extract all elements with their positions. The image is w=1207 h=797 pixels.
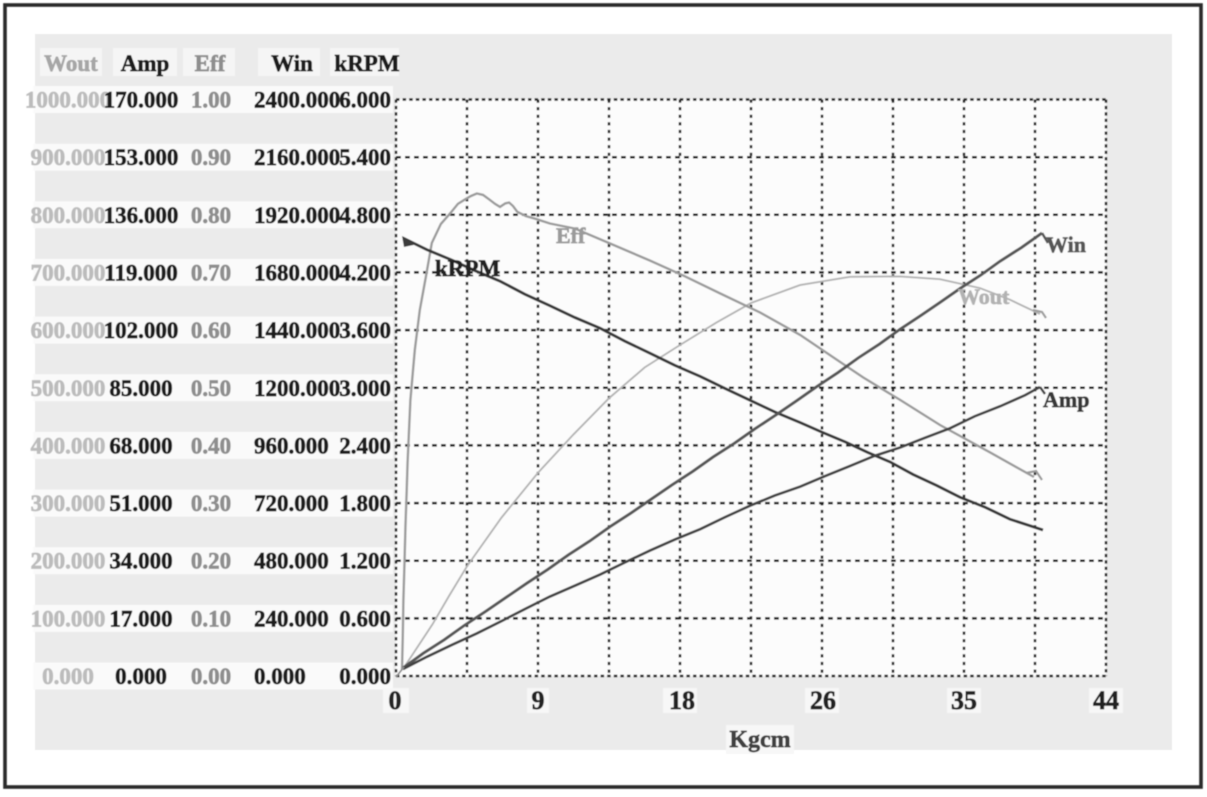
- svg-text:1680.000: 1680.000: [254, 260, 340, 285]
- svg-text:1.200: 1.200: [339, 549, 391, 574]
- svg-text:3.600: 3.600: [339, 318, 391, 343]
- svg-text:35: 35: [951, 686, 977, 715]
- svg-text:Eff: Eff: [556, 223, 586, 248]
- svg-text:720.000: 720.000: [254, 491, 329, 516]
- svg-text:9: 9: [532, 686, 545, 715]
- svg-text:240.000: 240.000: [254, 606, 329, 631]
- svg-text:1.00: 1.00: [191, 88, 231, 113]
- svg-text:0: 0: [389, 686, 402, 715]
- svg-text:2400.000: 2400.000: [254, 88, 340, 113]
- svg-text:34.000: 34.000: [109, 549, 172, 574]
- svg-text:0.80: 0.80: [191, 203, 231, 228]
- svg-text:17.000: 17.000: [109, 606, 172, 631]
- svg-text:0.40: 0.40: [191, 433, 231, 458]
- svg-text:44: 44: [1093, 686, 1119, 715]
- svg-text:1440.000: 1440.000: [254, 318, 340, 343]
- svg-text:1000.000: 1000.000: [25, 88, 111, 113]
- svg-text:900.000: 900.000: [31, 145, 106, 170]
- svg-text:500.000: 500.000: [31, 376, 106, 401]
- svg-text:0.600: 0.600: [339, 606, 391, 631]
- svg-text:1.800: 1.800: [339, 491, 391, 516]
- svg-text:Eff: Eff: [195, 51, 226, 76]
- svg-text:1920.000: 1920.000: [254, 203, 340, 228]
- svg-text:26: 26: [810, 686, 836, 715]
- svg-text:0.000: 0.000: [115, 664, 167, 689]
- svg-text:51.000: 51.000: [109, 491, 172, 516]
- svg-text:kRPM: kRPM: [334, 51, 399, 76]
- svg-text:119.000: 119.000: [104, 260, 177, 285]
- svg-text:0.00: 0.00: [191, 664, 231, 689]
- svg-text:Amp: Amp: [1043, 387, 1089, 412]
- svg-text:0.000: 0.000: [339, 664, 391, 689]
- svg-text:18: 18: [669, 686, 695, 715]
- svg-text:153.000: 153.000: [104, 145, 179, 170]
- svg-text:Amp: Amp: [121, 51, 170, 76]
- svg-text:0.000: 0.000: [42, 664, 94, 689]
- svg-text:85.000: 85.000: [109, 376, 172, 401]
- svg-text:2160.000: 2160.000: [254, 145, 340, 170]
- svg-text:Wout: Wout: [44, 51, 98, 76]
- svg-text:4.200: 4.200: [339, 260, 391, 285]
- svg-text:4.800: 4.800: [339, 203, 391, 228]
- svg-text:3.000: 3.000: [339, 376, 391, 401]
- svg-text:kRPM: kRPM: [435, 256, 500, 281]
- svg-text:100.000: 100.000: [31, 606, 106, 631]
- svg-text:800.000: 800.000: [31, 203, 106, 228]
- svg-text:5.400: 5.400: [339, 145, 391, 170]
- svg-text:68.000: 68.000: [109, 433, 172, 458]
- svg-text:480.000: 480.000: [254, 549, 329, 574]
- svg-text:170.000: 170.000: [104, 88, 179, 113]
- svg-text:Win: Win: [1046, 232, 1086, 257]
- svg-text:0.60: 0.60: [191, 318, 231, 343]
- svg-text:300.000: 300.000: [31, 491, 106, 516]
- svg-text:700.000: 700.000: [31, 260, 106, 285]
- svg-text:102.000: 102.000: [104, 318, 179, 343]
- svg-text:400.000: 400.000: [31, 433, 106, 458]
- svg-text:0.20: 0.20: [191, 549, 231, 574]
- svg-text:600.000: 600.000: [31, 318, 106, 343]
- svg-text:0.50: 0.50: [191, 376, 231, 401]
- svg-text:960.000: 960.000: [254, 433, 329, 458]
- svg-text:Kgcm: Kgcm: [729, 727, 790, 753]
- svg-text:200.000: 200.000: [31, 549, 106, 574]
- svg-text:0.000: 0.000: [254, 664, 306, 689]
- svg-text:136.000: 136.000: [104, 203, 179, 228]
- svg-text:1200.000: 1200.000: [254, 376, 340, 401]
- svg-text:0.30: 0.30: [191, 491, 231, 516]
- svg-text:0.90: 0.90: [191, 145, 231, 170]
- svg-text:0.70: 0.70: [191, 260, 231, 285]
- svg-text:Wout: Wout: [958, 284, 1010, 309]
- svg-text:Win: Win: [271, 51, 313, 76]
- svg-text:2.400: 2.400: [339, 433, 391, 458]
- svg-text:6.000: 6.000: [339, 88, 391, 113]
- svg-text:0.10: 0.10: [191, 606, 231, 631]
